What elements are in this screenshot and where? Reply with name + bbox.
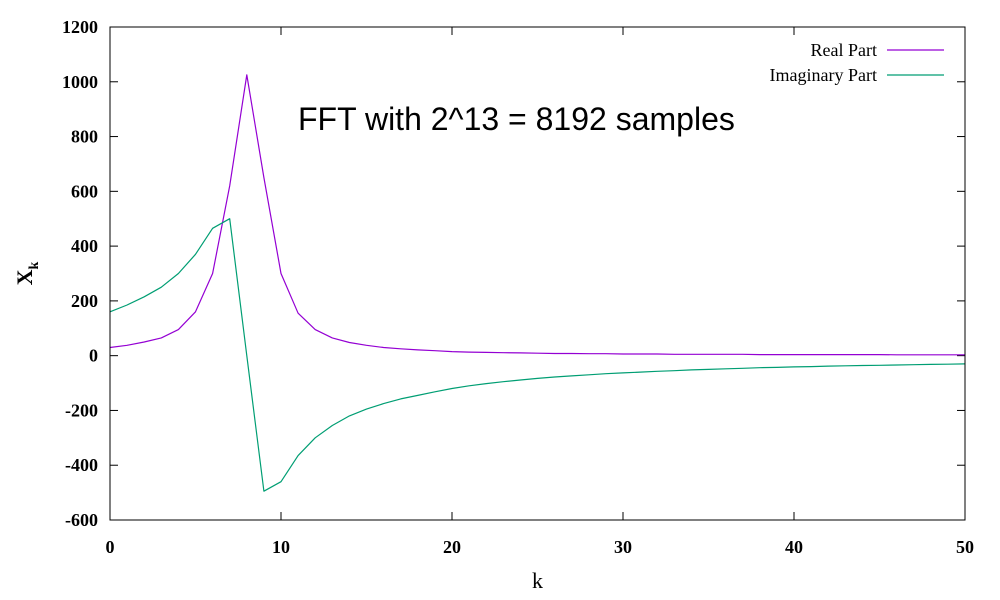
y-axis-label-main: X <box>12 269 37 285</box>
plot-frame <box>109 26 966 521</box>
x-tick-label: 10 <box>272 537 290 557</box>
y-tick-label: 1000 <box>62 72 98 92</box>
series-line-real <box>109 74 965 356</box>
y-tick-label: 800 <box>71 127 98 147</box>
x-tick-label: 30 <box>614 537 632 557</box>
series-layer <box>109 74 966 492</box>
legend-label-real: Real Part <box>811 40 877 60</box>
x-tick-label: 50 <box>956 537 974 557</box>
x-tick-label: 40 <box>785 537 803 557</box>
legend-label-imaginary: Imaginary Part <box>770 65 877 85</box>
ticks-layer: -600 -400 -200 0 200 400 600 800 1000 1200 0 10 20 30… <box>62 17 974 557</box>
series-line-imaginary <box>109 218 966 492</box>
y-tick-label: 400 <box>71 236 98 256</box>
x-tick-label: 20 <box>443 537 461 557</box>
chart-annotation: FFT with 2^13 = 8192 samples <box>298 101 735 137</box>
legend: Real Part Imaginary Part <box>770 40 944 85</box>
y-tick-label: 0 <box>89 346 98 366</box>
y-tick-label: 1200 <box>62 17 98 37</box>
y-tick-label: 200 <box>71 291 98 311</box>
x-axis-label: k <box>532 568 543 593</box>
y-axis-label: Xk <box>12 261 42 285</box>
y-tick-label: -600 <box>65 510 98 530</box>
y-axis-label-subscript: k <box>27 261 42 269</box>
y-tick-label: -200 <box>65 400 98 420</box>
x-tick-label: 0 <box>106 537 115 557</box>
y-tick-label: -400 <box>65 455 98 475</box>
y-tick-label: 600 <box>71 181 98 201</box>
